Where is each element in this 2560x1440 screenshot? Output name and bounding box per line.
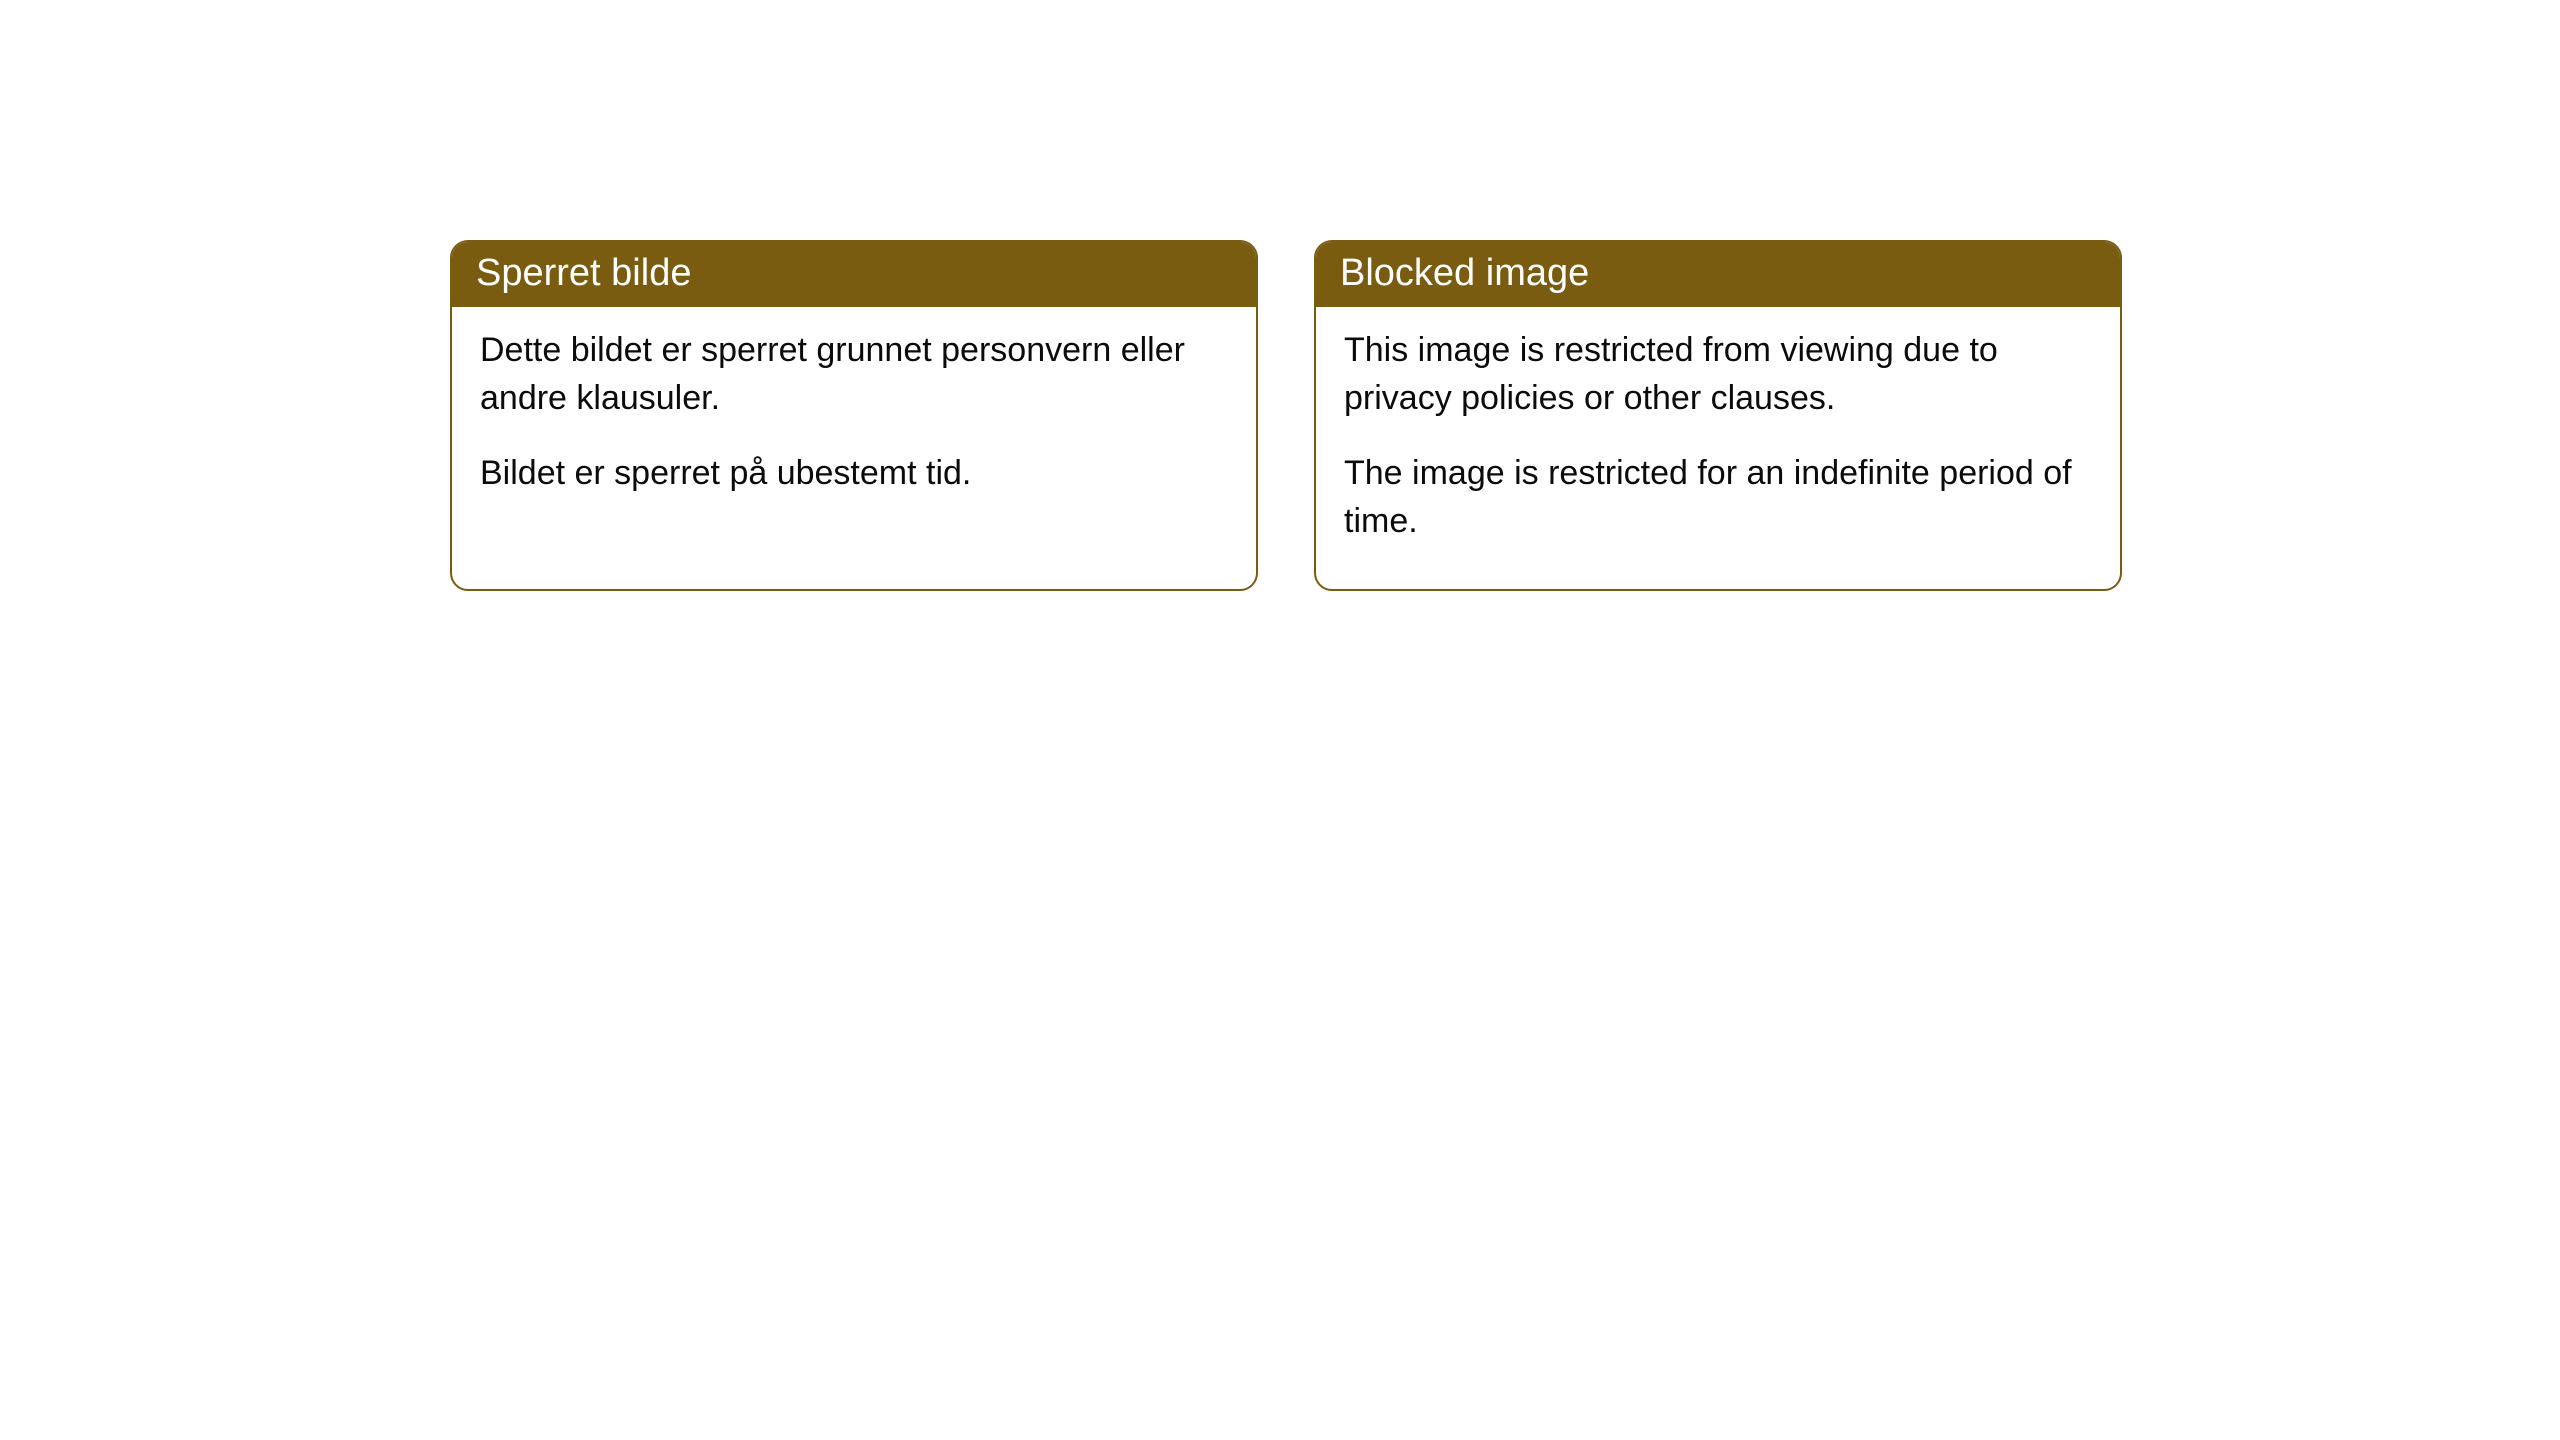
blocked-image-card-no: Sperret bilde Dette bildet er sperret gr… (450, 240, 1258, 591)
card-body-no: Dette bildet er sperret grunnet personve… (452, 307, 1256, 542)
card-paragraph-no-2: Bildet er sperret på ubestemt tid. (480, 450, 1228, 498)
card-paragraph-no-1: Dette bildet er sperret grunnet personve… (480, 327, 1228, 422)
card-paragraph-en-2: The image is restricted for an indefinit… (1344, 450, 2092, 545)
card-header-en: Blocked image (1316, 242, 2120, 307)
card-paragraph-en-1: This image is restricted from viewing du… (1344, 327, 2092, 422)
card-body-en: This image is restricted from viewing du… (1316, 307, 2120, 589)
blocked-image-card-en: Blocked image This image is restricted f… (1314, 240, 2122, 591)
notice-cards-container: Sperret bilde Dette bildet er sperret gr… (450, 240, 2122, 591)
card-header-no: Sperret bilde (452, 242, 1256, 307)
